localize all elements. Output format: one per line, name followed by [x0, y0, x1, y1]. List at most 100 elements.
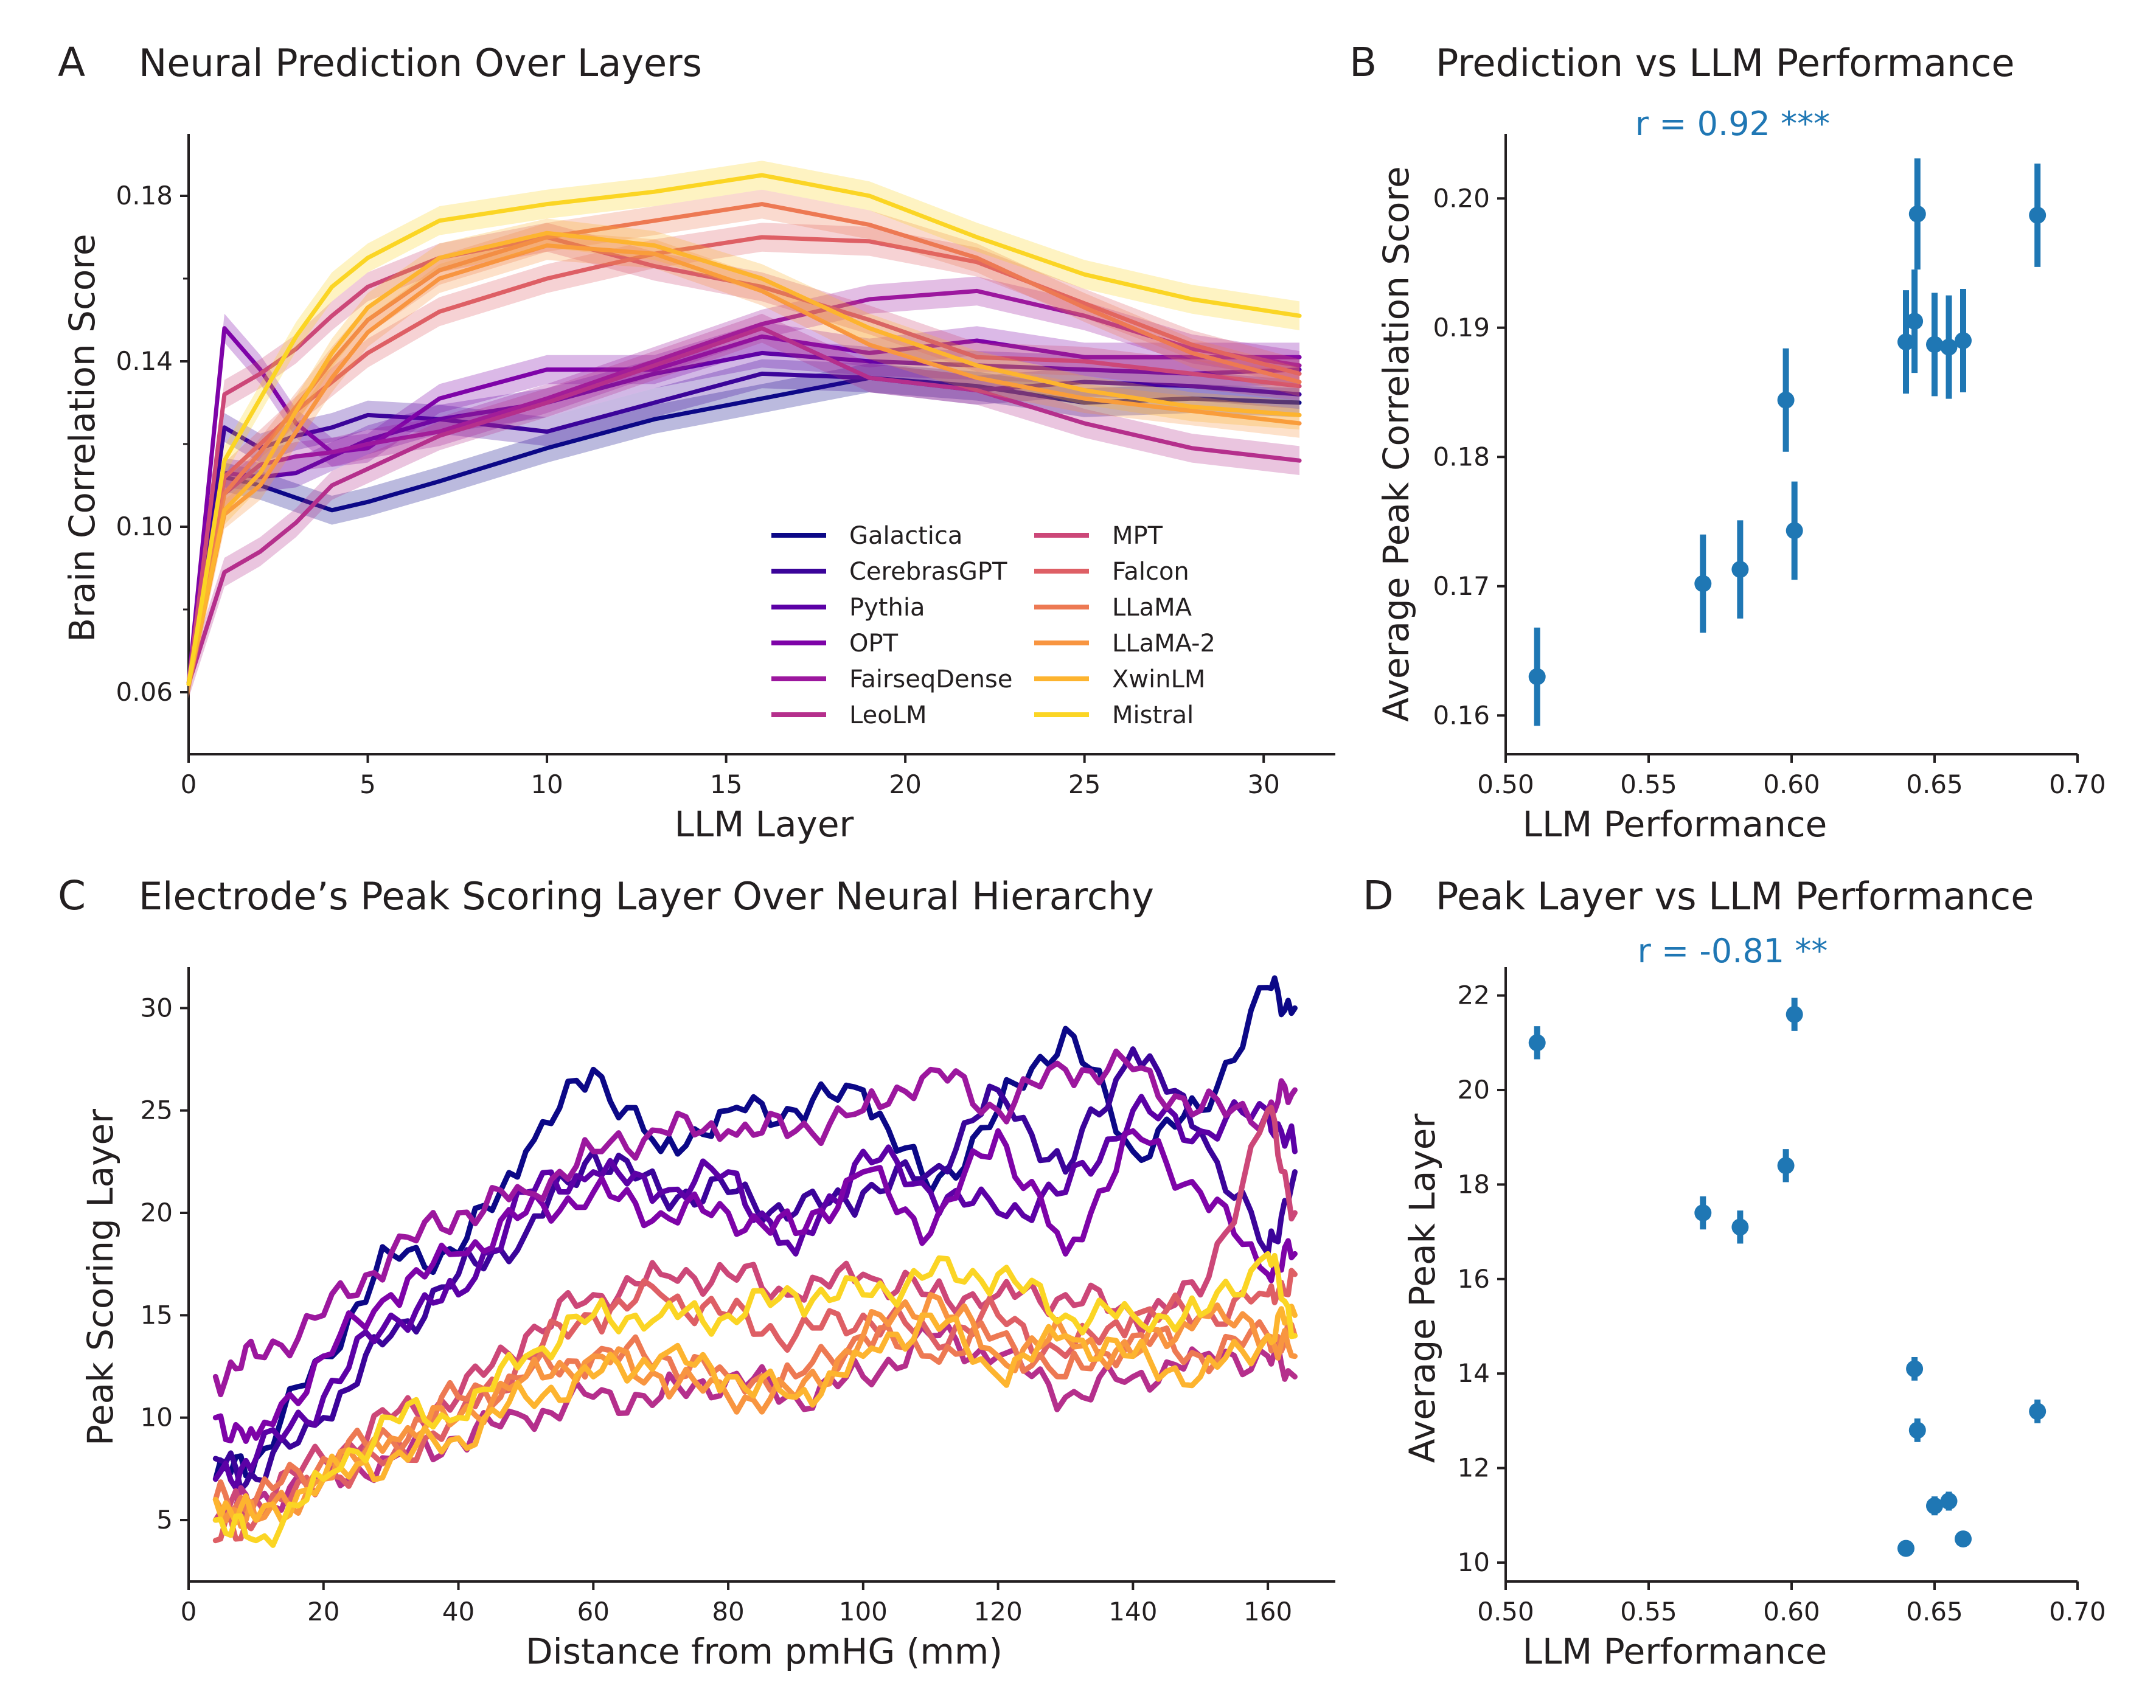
- panel-c-title: Electrode’s Peak Scoring Layer Over Neur…: [139, 874, 1154, 918]
- y-tick-label: 10: [141, 1403, 173, 1432]
- scatter-point: [2029, 1403, 2046, 1420]
- scatter-point: [1694, 1204, 1712, 1221]
- x-tick-label: 0.65: [1906, 769, 1963, 799]
- scatter-point: [1897, 1540, 1914, 1557]
- y-tick-label: 16: [1458, 1264, 1490, 1294]
- series-line-llama: [186, 202, 1302, 686]
- x-tick-label: 20: [889, 769, 921, 799]
- legend-label: Pythia: [849, 594, 925, 622]
- x-tick-label: 0.55: [1620, 769, 1677, 799]
- legend-label: CerebrasGPT: [849, 558, 1007, 586]
- series-line-opt: [186, 326, 1302, 686]
- x-tick-label: 40: [442, 1597, 475, 1626]
- panel-b-letter: B: [1349, 39, 1377, 86]
- x-tick-label: 0: [181, 769, 197, 799]
- panel-a-letter: A: [58, 39, 85, 86]
- panel-b-plot: 0.50 0.55 0.60 0.65 0.70 0.16 0.17 0.18 0.19 0.20: [1433, 134, 2106, 799]
- x-tick-label: 100: [839, 1597, 888, 1626]
- scatter-point: [1528, 1034, 1546, 1052]
- scatter-point: [1777, 1157, 1795, 1175]
- panel-a-title: Neural Prediction Over Layers: [139, 41, 702, 85]
- y-tick-label: 30: [141, 993, 173, 1022]
- y-tick-label: 15: [141, 1300, 173, 1330]
- panel-b-xlabel: LLM Performance: [1523, 804, 1827, 845]
- series-line-galactica: [186, 375, 1302, 686]
- legend-label: LLaMA-2: [1112, 630, 1215, 658]
- panel-d-xlabel: LLM Performance: [1523, 1631, 1827, 1672]
- series-band-cerebrasgpt: [189, 359, 1300, 699]
- x-tick-label: 0.70: [2049, 769, 2106, 799]
- x-tick-label: 15: [710, 769, 742, 799]
- series-line-llama-2: [186, 243, 1302, 686]
- x-tick-label: 0.60: [1763, 1597, 1820, 1626]
- panel-a-ylabel: Brain Correlation Score: [61, 234, 103, 642]
- series-line-leolm: [186, 326, 1302, 686]
- panel-d-plot: 0.50 0.55 0.60 0.65 0.70 10 12 14 16 18 20 22: [1458, 967, 2106, 1626]
- panel-b-title: Prediction vs LLM Performance: [1436, 41, 2015, 85]
- series-line-opt: [212, 1128, 1298, 1444]
- scatter-point: [1940, 338, 1958, 356]
- scatter-point: [1786, 1005, 1803, 1023]
- scatter-point: [1731, 1218, 1749, 1236]
- y-tick-label: 0.18: [1433, 442, 1490, 471]
- scatter-point: [1908, 1422, 1926, 1439]
- x-tick-label: 60: [577, 1597, 610, 1626]
- series-line-mistral: [186, 173, 1302, 686]
- scatter-point: [1777, 391, 1795, 409]
- y-tick-label: 0.06: [116, 677, 173, 707]
- series-line-mistral: [212, 1251, 1298, 1548]
- x-tick-label: 0: [181, 1597, 197, 1626]
- x-tick-label: 80: [712, 1597, 744, 1626]
- series-line-fairseqdense: [212, 1048, 1298, 1398]
- panel-d-ylabel: Average Peak Layer: [1402, 1114, 1443, 1463]
- y-tick-label: 5: [156, 1505, 173, 1535]
- x-tick-label: 10: [530, 769, 563, 799]
- x-tick-label: 0.65: [1906, 1597, 1963, 1626]
- panel-d-correlation: r = -0.81 **: [1638, 932, 1828, 970]
- panel-c-ylabel: Peak Scoring Layer: [80, 1109, 121, 1446]
- y-tick-label: 0.18: [116, 181, 173, 210]
- x-tick-label: 0.60: [1763, 769, 1820, 799]
- legend-label: MPT: [1112, 522, 1163, 550]
- legend-label: Falcon: [1112, 558, 1189, 586]
- x-tick-label: 0.70: [2049, 1597, 2106, 1626]
- scatter-point: [1955, 1530, 1972, 1548]
- series-line-fairseqdense: [186, 288, 1302, 686]
- panel-c-xlabel: Distance from pmHG (mm): [526, 1631, 1003, 1672]
- panel-a-plot: 0 5 10 15 20 25 30 0.06 0.10 0.14 0.18: [116, 134, 1335, 799]
- panel-a: A Neural Prediction Over Layers 0 5 10 15 20…: [58, 39, 1335, 845]
- series-line-xwinlm: [186, 231, 1302, 686]
- panel-d-title: Peak Layer vs LLM Performance: [1436, 874, 2034, 918]
- panel-c-plot: 0 20 40 60 80 100 120 140 160 5 10 15 20 25 30: [141, 967, 1335, 1626]
- scatter-point: [1940, 1492, 1958, 1510]
- panel-d-letter: D: [1363, 872, 1394, 919]
- y-tick-label: 0.14: [116, 346, 173, 376]
- series-band-leolm: [189, 313, 1300, 699]
- x-tick-label: 160: [1243, 1597, 1292, 1626]
- y-tick-label: 0.19: [1433, 313, 1490, 342]
- y-tick-label: 0.20: [1433, 183, 1490, 213]
- scatter-point: [1926, 1497, 1943, 1515]
- panel-b-correlation: r = 0.92 ***: [1635, 105, 1830, 143]
- x-tick-label: 0.50: [1477, 1597, 1534, 1626]
- y-tick-label: 20: [1458, 1075, 1490, 1105]
- y-tick-label: 18: [1458, 1169, 1490, 1199]
- y-tick-label: 12: [1458, 1453, 1490, 1483]
- scatter-point: [1528, 668, 1546, 686]
- x-tick-label: 0.55: [1620, 1597, 1677, 1626]
- y-tick-label: 14: [1458, 1358, 1490, 1388]
- x-tick-label: 5: [360, 769, 376, 799]
- panel-a-legend: Galactica CerebrasGPT Pythia OPT FairseqDens…: [771, 522, 1215, 729]
- panel-a-xlabel: LLM Layer: [675, 804, 854, 845]
- legend-label: FairseqDense: [849, 665, 1012, 693]
- scatter-point: [1694, 575, 1712, 592]
- y-tick-label: 20: [141, 1198, 173, 1227]
- legend-label: OPT: [849, 630, 899, 658]
- scatter-point: [1731, 561, 1749, 578]
- scatter-point: [1955, 332, 1972, 349]
- panel-d: D Peak Layer vs LLM Performance r = -0.8…: [1363, 872, 2106, 1672]
- y-tick-label: 0.16: [1433, 700, 1490, 730]
- x-tick-label: 0.50: [1477, 769, 1534, 799]
- y-tick-label: 0.17: [1433, 571, 1490, 601]
- x-tick-label: 20: [307, 1597, 339, 1626]
